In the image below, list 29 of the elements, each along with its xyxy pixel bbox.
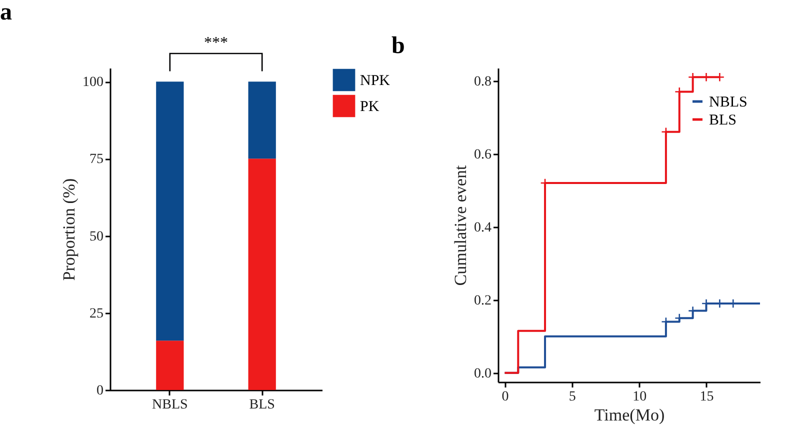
bar	[156, 340, 184, 390]
legend-label: PK	[360, 99, 380, 115]
y-tick-label: 50	[90, 229, 104, 244]
y-tick-label: 0.0	[474, 366, 492, 382]
x-tick-label: 15	[700, 390, 714, 404]
y-tick-label: 0.2	[474, 293, 492, 308]
chart-title: b	[392, 33, 405, 59]
x-tick-label: 5	[568, 390, 576, 404]
y-tick-label: 0.4	[474, 220, 492, 236]
x-axis-title: Time(Mo)	[594, 406, 665, 424]
bar	[156, 82, 184, 341]
legend-label: NBLS	[709, 94, 748, 110]
x-tick-label: BLS	[249, 398, 275, 412]
chart-title: a	[0, 0, 12, 26]
y-tick-label: 0.8	[474, 74, 492, 90]
legend-label: NPK	[360, 73, 390, 89]
y-axis-title: Cumulative event	[451, 165, 470, 286]
x-tick-label: NBLS	[152, 398, 188, 412]
y-tick-label: 100	[82, 75, 104, 90]
y-axis-title: Proportion (%)	[60, 178, 78, 281]
legend-label: BLS	[709, 112, 737, 128]
x-tick-label: 10	[632, 390, 647, 404]
y-tick-label: 75	[90, 152, 104, 168]
text: ***	[204, 34, 228, 52]
y-tick-label: 25	[90, 306, 104, 322]
bar	[248, 82, 276, 159]
y-tick-label: 0.6	[474, 147, 492, 162]
bar	[248, 158, 276, 390]
x-tick-label: 0	[502, 390, 509, 404]
